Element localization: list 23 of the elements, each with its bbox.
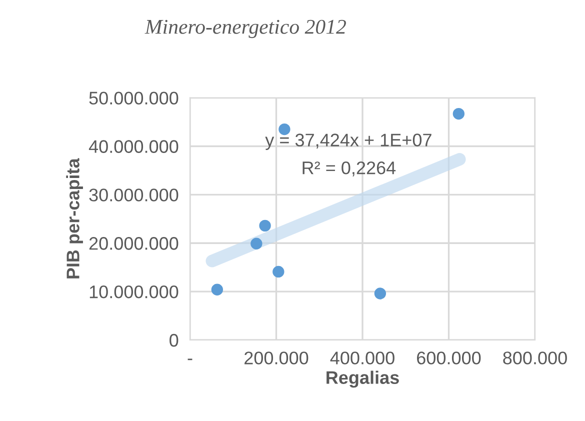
x-tick-label: - <box>188 358 192 360</box>
x-tick-label: 200.000 <box>244 352 308 364</box>
y-tick-label: 30.000.000 <box>89 188 178 202</box>
chart-title: Minero-energetico 2012 <box>144 20 346 38</box>
y-axis-title: PIB per-capita <box>66 158 83 278</box>
point <box>259 220 271 232</box>
point <box>211 284 224 296</box>
y-tick-label: 20.000.000 <box>89 237 178 250</box>
annotation: R² = 0,2264 <box>302 161 396 176</box>
y-tick-label: 40.000.000 <box>88 140 178 153</box>
x-tick-label: 600.000 <box>417 352 481 364</box>
point <box>250 238 262 250</box>
point <box>278 123 290 136</box>
point <box>272 266 284 278</box>
y-tick-label: 0 <box>170 334 178 347</box>
x-axis-title: Regalias <box>326 370 399 388</box>
point <box>374 288 386 300</box>
x-tick-label: 400.000 <box>330 352 394 364</box>
x-tick-label: 800.000 <box>503 352 567 364</box>
annotation: y = 37,424x + 1E+07 <box>265 134 432 150</box>
y-tick-label: 50.000.000 <box>89 92 178 105</box>
point <box>452 108 465 120</box>
y-tick-label: 10.000.000 <box>90 285 178 298</box>
